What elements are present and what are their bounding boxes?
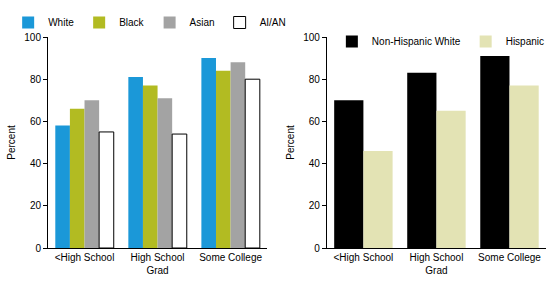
svg-text:Hispanic: Hispanic <box>506 36 544 47</box>
svg-text:High SchoolGrad: High SchoolGrad <box>131 252 185 276</box>
svg-text:High SchoolGrad: High SchoolGrad <box>409 252 463 276</box>
svg-text:100: 100 <box>303 32 320 43</box>
svg-text:40: 40 <box>30 158 42 169</box>
svg-text:Percent: Percent <box>6 125 17 160</box>
svg-text:80: 80 <box>309 74 321 85</box>
svg-text:20: 20 <box>309 200 321 211</box>
svg-text:20: 20 <box>30 200 42 211</box>
svg-text:AI/AN: AI/AN <box>260 17 286 28</box>
svg-text:Black: Black <box>119 17 144 28</box>
svg-text:Asian: Asian <box>190 17 215 28</box>
svg-text:40: 40 <box>309 158 321 169</box>
svg-text:White: White <box>48 17 74 28</box>
svg-text:60: 60 <box>30 116 42 127</box>
svg-text:Percent: Percent <box>285 125 296 160</box>
svg-text:Non-Hispanic White: Non-Hispanic White <box>372 36 461 47</box>
svg-text:80: 80 <box>30 74 42 85</box>
svg-text:<High School: <High School <box>55 252 115 263</box>
svg-text:Some College: Some College <box>199 252 262 263</box>
svg-text:Some College: Some College <box>478 252 541 263</box>
svg-text:60: 60 <box>309 116 321 127</box>
svg-text:0: 0 <box>35 243 41 254</box>
svg-text:100: 100 <box>24 32 41 43</box>
svg-text:0: 0 <box>314 243 320 254</box>
svg-text:<High School: <High School <box>334 252 394 263</box>
